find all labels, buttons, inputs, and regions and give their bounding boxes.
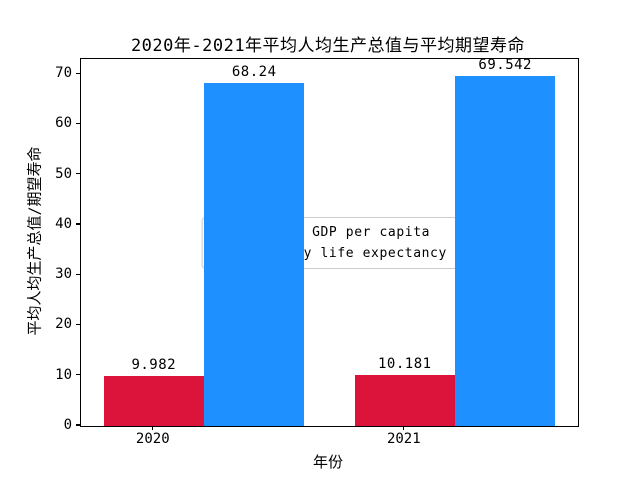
y-tick-mark [76,273,80,275]
y-tick-mark [76,72,80,74]
bar-value-label: 69.542 [478,57,532,74]
plot-area: Logged GDP per capita Healthy life expect… [80,58,579,427]
bar-2021-series-1 [455,76,556,426]
bar-2020-series-1 [203,83,305,426]
y-tick-mark [76,424,80,426]
bar-2020-series-0 [103,375,204,426]
bar-2021-series-0 [354,374,455,426]
y-tick-mark [76,223,80,225]
bar-value-label: 10.181 [378,355,432,372]
bar-value-label: 9.982 [131,356,177,373]
x-tick-label: 2020 [135,431,170,447]
y-tick-label: 70 [55,65,72,82]
x-axis-label: 年份 [312,453,344,471]
y-tick-label: 0 [63,417,72,433]
y-tick-mark [76,323,80,326]
chart-title: 2020年-2021年平均人均生产总值与平均期望寿命 [130,36,526,56]
y-tick-label: 40 [55,215,72,232]
y-tick-mark [76,122,80,125]
y-tick-label: 50 [55,165,72,182]
y-tick-label: 60 [55,115,72,132]
y-tick-mark [76,173,80,175]
x-tick-mark [403,426,405,430]
x-tick-mark [152,426,154,430]
y-tick-label: 30 [55,266,72,283]
bar-value-label: 68.24 [231,64,277,81]
y-tick-label: 20 [55,316,72,333]
x-tick-label: 2021 [386,431,421,447]
y-tick-label: 10 [55,366,72,383]
y-tick-mark [76,374,80,376]
